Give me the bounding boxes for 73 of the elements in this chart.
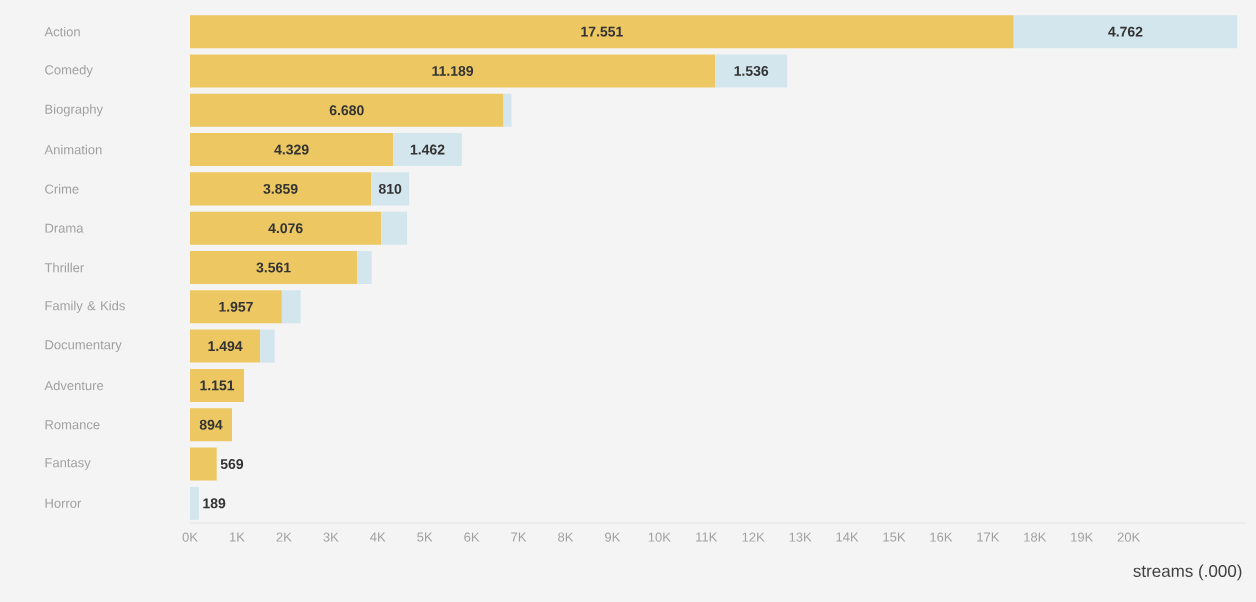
bar (371, 172, 410, 206)
bar (260, 329, 275, 363)
x-tick-label: 8K (558, 532, 574, 542)
x-tick-label: 2K (276, 532, 292, 542)
y-tick-label: Animation (44, 144, 102, 155)
bar (190, 172, 372, 206)
bar (190, 368, 245, 402)
data-label: 3.561 (256, 262, 291, 273)
x-tick-label: 6K (464, 532, 480, 542)
bar (190, 329, 261, 363)
bar (715, 54, 788, 88)
bar (190, 133, 394, 167)
bar (190, 93, 504, 127)
bar (381, 211, 408, 245)
data-label: 1.462 (410, 144, 445, 155)
x-tick-label: 17K (977, 532, 1000, 542)
y-tick-label: Biography (45, 104, 103, 117)
y-tick-label: Documentary (45, 340, 122, 352)
data-label: 569 (220, 459, 244, 469)
x-tick-label: 18K (1024, 532, 1047, 542)
x-tick-label: 12K (742, 532, 765, 542)
x-tick-label: 20K (1117, 532, 1141, 542)
x-tick-label: 14K (836, 532, 859, 542)
bar (190, 211, 382, 245)
data-label: 4.762 (1108, 26, 1143, 37)
data-label: 1.536 (734, 65, 769, 76)
x-tick-label: 1K (229, 532, 245, 542)
y-tick-label: Horror (45, 498, 82, 508)
y-tick-label: Adventure (44, 380, 104, 391)
x-tick-label: 7K (511, 532, 527, 542)
bar (190, 290, 282, 324)
bar (393, 133, 462, 167)
x-tick-label: 4K (370, 532, 386, 542)
x-tick-label: 10K (648, 532, 671, 542)
data-label: 810 (378, 183, 402, 194)
bar (190, 54, 716, 88)
y-tick-label: Drama (45, 223, 84, 233)
bar (190, 15, 1014, 49)
y-tick-label: Action (44, 26, 80, 37)
data-label: 4.076 (268, 223, 303, 234)
y-tick-label: Family & Kids (45, 300, 125, 313)
x-axis-title: streams (.000) (1133, 564, 1242, 581)
y-tick-label: Romance (45, 420, 100, 430)
bar (190, 408, 232, 442)
bar (190, 250, 358, 285)
bar (190, 447, 217, 481)
bar (281, 290, 301, 324)
bar (190, 486, 199, 520)
data-label: 1.151 (200, 380, 235, 391)
x-tick-label: 5K (417, 532, 433, 542)
y-tick-label: Crime (45, 184, 79, 194)
bar (1013, 15, 1238, 49)
x-tick-label: 9K (605, 532, 621, 542)
data-label: 11.189 (432, 65, 474, 76)
x-tick-label: 19K (1071, 532, 1094, 542)
x-tick-label: 15K (883, 532, 906, 542)
data-label: 4.329 (274, 144, 309, 155)
x-tick-label: 3K (323, 532, 339, 542)
x-tick-label: 0K (182, 532, 198, 542)
bar (357, 250, 372, 285)
data-label: 189 (203, 498, 226, 509)
data-label: 3.859 (263, 183, 298, 194)
y-tick-label: Comedy (45, 64, 93, 78)
data-label: 1.494 (208, 341, 243, 352)
y-tick-label: Fantasy (45, 458, 91, 470)
data-label: 6.680 (329, 105, 364, 116)
data-label: 1.957 (219, 301, 253, 312)
data-label: 894 (199, 419, 223, 430)
data-label: 17.551 (581, 26, 623, 37)
x-tick-label: 11K (696, 532, 718, 542)
x-tick-label: 16K (930, 532, 953, 542)
x-tick-label: 13K (789, 532, 812, 542)
y-tick-label: Thriller (44, 262, 84, 273)
